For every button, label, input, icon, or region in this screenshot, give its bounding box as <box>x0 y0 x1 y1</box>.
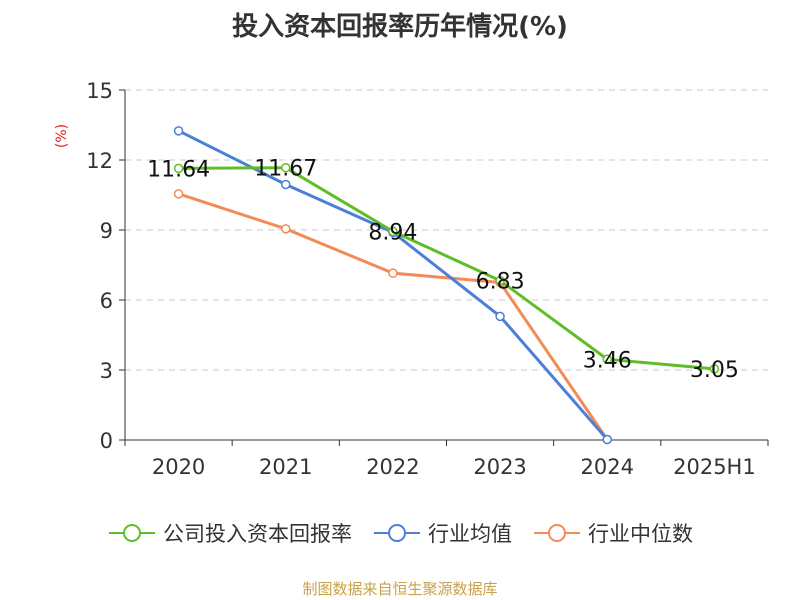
x-tick-label: 2023 <box>473 455 526 479</box>
data-point <box>173 163 184 174</box>
data-point <box>602 354 612 365</box>
data-label: 6.83 <box>476 270 525 295</box>
data-label: 3.05 <box>690 358 739 383</box>
y-tick-label: 9 <box>100 219 113 243</box>
legend-item-company[interactable]: 公司投入资本回报率 <box>107 518 352 548</box>
grid-lines <box>125 89 768 371</box>
data-point <box>173 126 184 136</box>
x-tick-label: 2021 <box>259 455 312 479</box>
x-tick-label: 2020 <box>152 455 205 479</box>
data-point <box>495 275 505 286</box>
data-point <box>173 189 184 199</box>
data-point <box>281 179 291 190</box>
series-line <box>177 129 609 441</box>
data-label: 11.67 <box>254 157 317 182</box>
legend-item-industry-median[interactable]: 行业中位数 <box>532 518 693 548</box>
y-tick-label: 15 <box>86 79 113 103</box>
y-tick-label: 0 <box>100 429 113 453</box>
data-point <box>281 224 291 234</box>
source-note: 制图数据来自恒生聚源数据库 <box>302 580 498 598</box>
y-tick-label: 3 <box>100 359 113 383</box>
data-point <box>602 434 612 445</box>
legend-label-industry-median: 行业中位数 <box>588 522 693 546</box>
legend-label-industry-average: 行业均值 <box>428 522 512 546</box>
legend-marker-industry-average <box>374 524 420 542</box>
data-label: 11.64 <box>147 157 210 182</box>
data-label: 3.46 <box>583 348 632 373</box>
legend: 公司投入资本回报率 行业均值 行业中位数 <box>0 518 800 548</box>
axes: 0 3 6 9 12 15 2020 2021 2022 2023 2024 2025H1 <box>86 79 769 479</box>
data-point <box>495 311 505 322</box>
y-tick-label: 12 <box>86 149 113 173</box>
x-tick-label: 2022 <box>366 455 419 479</box>
x-tick-label: 2024 <box>581 455 634 479</box>
data-point <box>388 268 398 278</box>
legend-marker-industry-median <box>534 524 580 542</box>
legend-label-company: 公司投入资本回报率 <box>163 522 352 546</box>
data-label: 8.94 <box>368 220 417 245</box>
chart-title: 投入资本回报率历年情况(%) <box>232 12 568 42</box>
data-labels: 11.64 11.67 8.94 6.83 3.46 3.05 <box>147 157 739 383</box>
x-tick-label: 2025H1 <box>673 455 756 479</box>
series-lines <box>173 126 720 445</box>
data-point <box>281 162 291 173</box>
series-line <box>178 166 715 371</box>
legend-item-industry-average[interactable]: 行业均值 <box>372 518 512 548</box>
data-point <box>388 226 398 237</box>
legend-marker-company <box>109 524 155 542</box>
data-point <box>709 364 720 374</box>
y-tick-label: 6 <box>100 289 113 313</box>
